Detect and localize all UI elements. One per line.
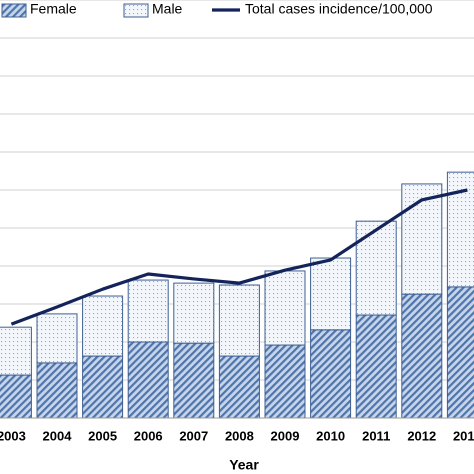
x-tick-label: 2004 [43, 428, 73, 443]
bar [310, 329, 352, 419]
x-tick-label: 2006 [134, 428, 163, 443]
bar [310, 257, 352, 331]
bar [264, 344, 306, 419]
bar [82, 295, 124, 357]
legend-label: Female [30, 1, 77, 17]
bar [355, 220, 397, 316]
x-tick-label: 2003 [0, 428, 26, 443]
legend-swatch [1, 3, 27, 18]
x-tick-label: 2008 [225, 428, 254, 443]
bar [127, 341, 169, 419]
bar [36, 362, 78, 419]
bar [82, 355, 124, 419]
bar [218, 355, 260, 419]
legend-swatch [123, 3, 149, 18]
bar [446, 171, 474, 288]
bar [36, 313, 78, 364]
bar [173, 342, 215, 419]
bar [264, 270, 306, 346]
x-tick-label: 2005 [88, 428, 117, 443]
x-axis-label: Year [229, 457, 259, 473]
bar [127, 279, 169, 343]
x-tick-label: 2010 [316, 428, 345, 443]
x-tick-label: 2009 [271, 428, 300, 443]
bar [218, 284, 260, 357]
bar [355, 314, 397, 419]
bar [0, 326, 32, 376]
legend-label: Total cases incidence/100,000 [245, 1, 433, 17]
x-tick-label: 2013 [453, 428, 474, 443]
bar [446, 286, 474, 419]
line [10, 188, 468, 326]
bar [401, 183, 443, 295]
x-tick-label: 2011 [362, 428, 390, 443]
bar [0, 374, 32, 419]
legend-label: Male [152, 1, 183, 17]
x-tick-label: 2012 [407, 428, 436, 443]
x-tick-label: 2007 [179, 428, 208, 443]
bar [173, 282, 215, 344]
bar [401, 293, 443, 419]
